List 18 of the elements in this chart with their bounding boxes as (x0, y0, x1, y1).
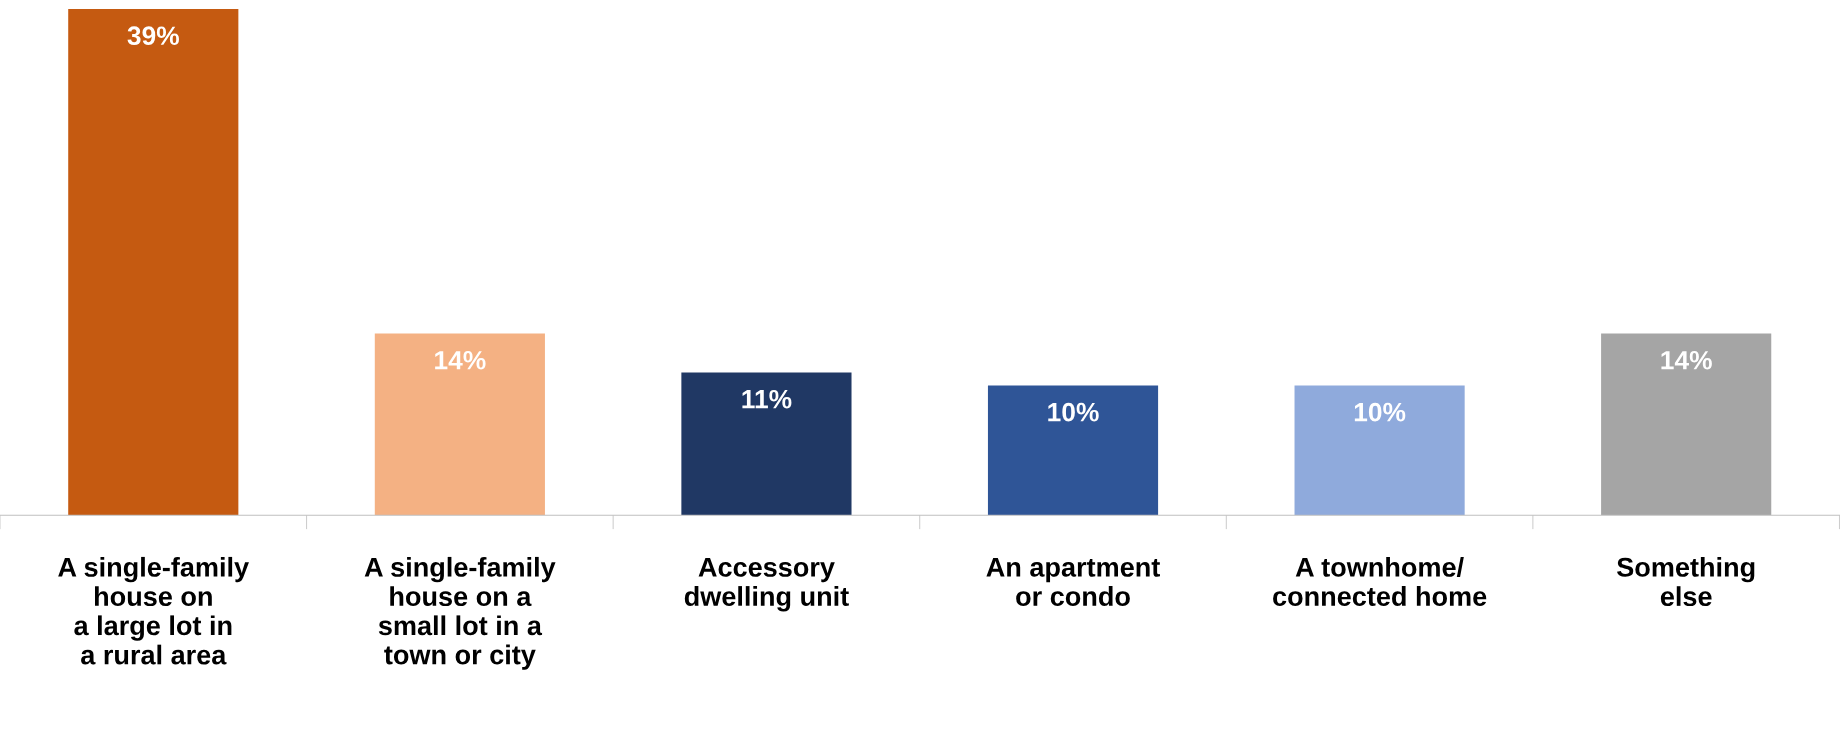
data-label: 14% (1661, 350, 1712, 370)
x-tick-label: A single-family house on a small lot in a town or city (364, 556, 556, 670)
bar (681, 372, 852, 516)
data-label: 14% (435, 350, 486, 370)
data-label: 11% (742, 389, 792, 409)
x-tick-label: Accessory dwelling unit (684, 557, 849, 612)
x-tick-label: Something else (1617, 556, 1755, 607)
bar (68, 9, 239, 516)
bar (374, 333, 545, 516)
bar (1294, 385, 1465, 516)
x-tick-label: An apartment or condo (986, 557, 1160, 606)
bar (1601, 333, 1772, 516)
data-label: 10% (1354, 402, 1406, 422)
bar (987, 385, 1159, 516)
x-tick-label: A townhome/ connected home (1273, 556, 1487, 606)
x-tick-label: A single-family house on a large lot in a rural area (58, 556, 249, 665)
data-label: 10% (1048, 402, 1099, 422)
data-label: 39% (127, 26, 179, 46)
